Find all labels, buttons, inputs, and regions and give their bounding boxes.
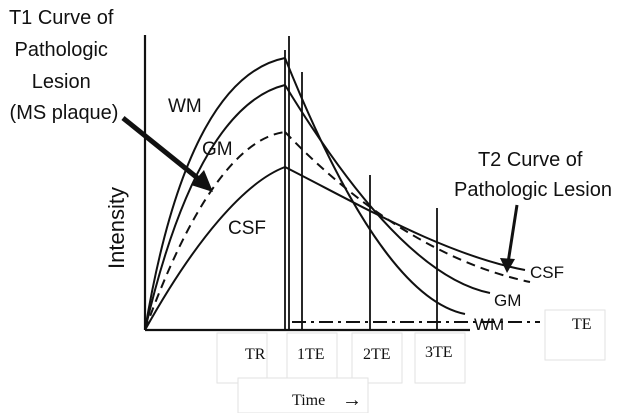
tick-1te: 1TE [297, 346, 325, 363]
x-axis-arrow: → [342, 389, 362, 411]
x-axis-label: Time [292, 392, 325, 409]
lesion-t1-curve [144, 131, 286, 331]
wm-decay-label: WM [474, 315, 504, 334]
te-label-box [544, 309, 606, 361]
t1-lesion-arrow [121, 116, 202, 182]
t2-title: T2 Curve of Pathologic Lesion [454, 149, 612, 201]
csf-t1-curve [144, 166, 286, 331]
tick-2te: 2TE [363, 346, 391, 363]
time-label-box [237, 377, 369, 413]
t2-lesion-arrow [506, 204, 519, 264]
t2-lesion-arrowhead [500, 258, 515, 273]
3te-label-box [414, 332, 466, 384]
1te-label-box [286, 332, 338, 384]
tr-label-box [216, 332, 268, 384]
wm-t1-curve [144, 57, 286, 331]
csf-label: CSF [228, 218, 266, 239]
gm-label: GM [202, 139, 233, 160]
wm-t2-curve [284, 57, 466, 315]
gm-decay-label: GM [494, 291, 521, 310]
csf-t2-curve [284, 166, 526, 271]
t1-title: T1 Curve of Pathologic Lesion (MS plaque… [9, 7, 119, 124]
lesion-t2-curve [284, 131, 531, 283]
te-label: TE [572, 316, 592, 333]
gm-t1-curve [144, 84, 286, 331]
2te-label-box [351, 332, 403, 384]
tick-3te: 3TE [425, 344, 453, 361]
tick-tr: TR [245, 346, 266, 363]
csf-decay-label: CSF [530, 263, 564, 282]
wm-label: WM [168, 96, 202, 117]
t1-lesion-arrowhead [191, 170, 213, 192]
gm-t2-curve [284, 84, 491, 294]
y-axis-label: Intensity [104, 187, 129, 269]
